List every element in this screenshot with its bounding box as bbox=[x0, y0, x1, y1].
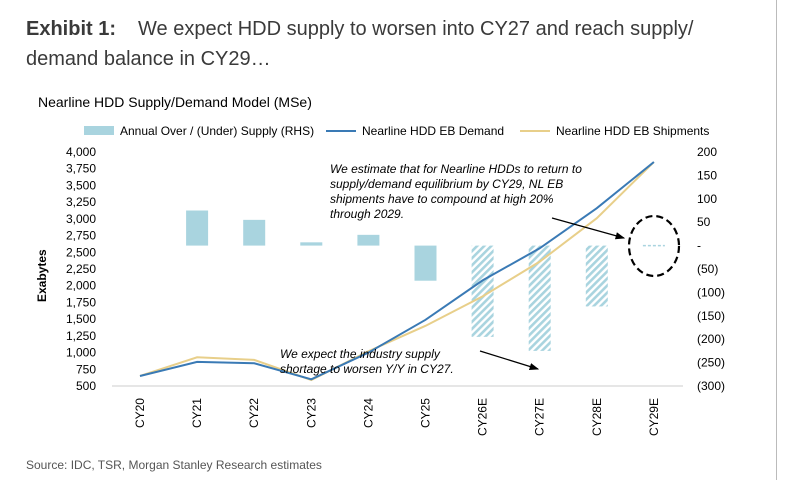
annotation-top: We estimate that for Nearline HDDs to re… bbox=[330, 162, 582, 221]
y2-tick-label: (50) bbox=[697, 262, 718, 276]
x-tick-label: CY28E bbox=[590, 398, 604, 436]
bar bbox=[186, 210, 209, 246]
y2-tick-label: 200 bbox=[697, 145, 717, 159]
exhibit-label: Exhibit 1: bbox=[26, 18, 117, 40]
y-tick-label: 3,000 bbox=[66, 212, 96, 226]
x-tick-label: CY22 bbox=[247, 398, 261, 428]
x-tick-label: CY27E bbox=[533, 398, 547, 436]
annotation-arrow bbox=[551, 217, 626, 240]
chart-title: Nearline HDD Supply/Demand Model (MSe) bbox=[38, 94, 312, 110]
y-tick-label: 1,500 bbox=[66, 312, 96, 326]
y-tick-label: 3,250 bbox=[66, 195, 96, 209]
annotation-arrow bbox=[479, 350, 540, 370]
annotation-line: supply/demand equilibrium by CY29, NL EB bbox=[330, 177, 563, 191]
highlight-circle bbox=[627, 214, 681, 278]
legend-label-bar: Annual Over / (Under) Supply (RHS) bbox=[120, 124, 314, 138]
annotation-line: We expect the industry supply bbox=[280, 347, 441, 361]
annotation-line: shipments have to compound at high 20% bbox=[330, 192, 554, 206]
annotation-line: through 2029. bbox=[330, 207, 404, 221]
y-tick-label: 2,000 bbox=[66, 279, 96, 293]
y2-tick-label: 150 bbox=[697, 168, 717, 182]
y-axis-label: Exabytes bbox=[35, 249, 49, 302]
y2-tick-label: (200) bbox=[697, 332, 725, 346]
bar bbox=[243, 219, 266, 246]
y2-tick-label: (300) bbox=[697, 379, 725, 393]
y2-tick-label: (250) bbox=[697, 356, 725, 370]
x-tick-label: CY25 bbox=[419, 398, 433, 428]
annotation-line: shortage to worsen Y/Y in CY27. bbox=[280, 362, 454, 376]
y-tick-label: 2,500 bbox=[66, 245, 96, 259]
x-tick-label: CY21 bbox=[190, 398, 204, 428]
y2-tick-label: (150) bbox=[697, 309, 725, 323]
y-tick-label: 2,250 bbox=[66, 262, 96, 276]
y-tick-label: 500 bbox=[76, 379, 96, 393]
y-tick-label: 2,750 bbox=[66, 229, 96, 243]
legend-label-shipments: Nearline HDD EB Shipments bbox=[556, 124, 709, 138]
annotation-bottom: We expect the industry supply shortage t… bbox=[280, 347, 454, 376]
x-tick-label: CY23 bbox=[304, 398, 318, 428]
x-tick-label: CY24 bbox=[361, 398, 375, 428]
y-tick-label: 4,000 bbox=[66, 145, 96, 159]
exhibit-heading: Exhibit 1: We expect HDD supply to worsen… bbox=[26, 14, 726, 74]
x-tick-label: CY26E bbox=[476, 398, 490, 436]
shipments-line bbox=[139, 161, 655, 382]
y-tick-label: 750 bbox=[76, 362, 96, 376]
y-tick-label: 1,750 bbox=[66, 295, 96, 309]
y-tick-label: 3,500 bbox=[66, 178, 96, 192]
y2-tick-label: - bbox=[697, 239, 701, 253]
bar bbox=[357, 234, 380, 246]
y-tick-label: 1,250 bbox=[66, 329, 96, 343]
x-tick-label: CY20 bbox=[133, 398, 147, 428]
divider bbox=[776, 0, 777, 480]
annotation-line: We estimate that for Nearline HDDs to re… bbox=[330, 162, 582, 176]
legend: Annual Over / (Under) Supply (RHS) Nearl… bbox=[84, 124, 709, 138]
exhibit-text: We expect HDD supply to worsen into CY27… bbox=[26, 18, 694, 70]
bar bbox=[471, 245, 494, 337]
y-tick-label: 3,750 bbox=[66, 162, 96, 176]
legend-label-demand: Nearline HDD EB Demand bbox=[362, 124, 504, 138]
bar bbox=[528, 245, 551, 351]
demand-line bbox=[139, 161, 655, 381]
y2-tick-label: (100) bbox=[697, 285, 725, 299]
legend-swatch-bar bbox=[84, 126, 114, 135]
x-tick-label: CY29E bbox=[647, 398, 661, 436]
bar bbox=[414, 245, 437, 281]
y2-tick-label: 50 bbox=[697, 215, 711, 229]
bar bbox=[585, 245, 608, 307]
bar bbox=[300, 242, 323, 246]
source-note: Source: IDC, TSR, Morgan Stanley Researc… bbox=[26, 458, 322, 472]
y-tick-label: 1,000 bbox=[66, 346, 96, 360]
y2-tick-label: 100 bbox=[697, 192, 717, 206]
